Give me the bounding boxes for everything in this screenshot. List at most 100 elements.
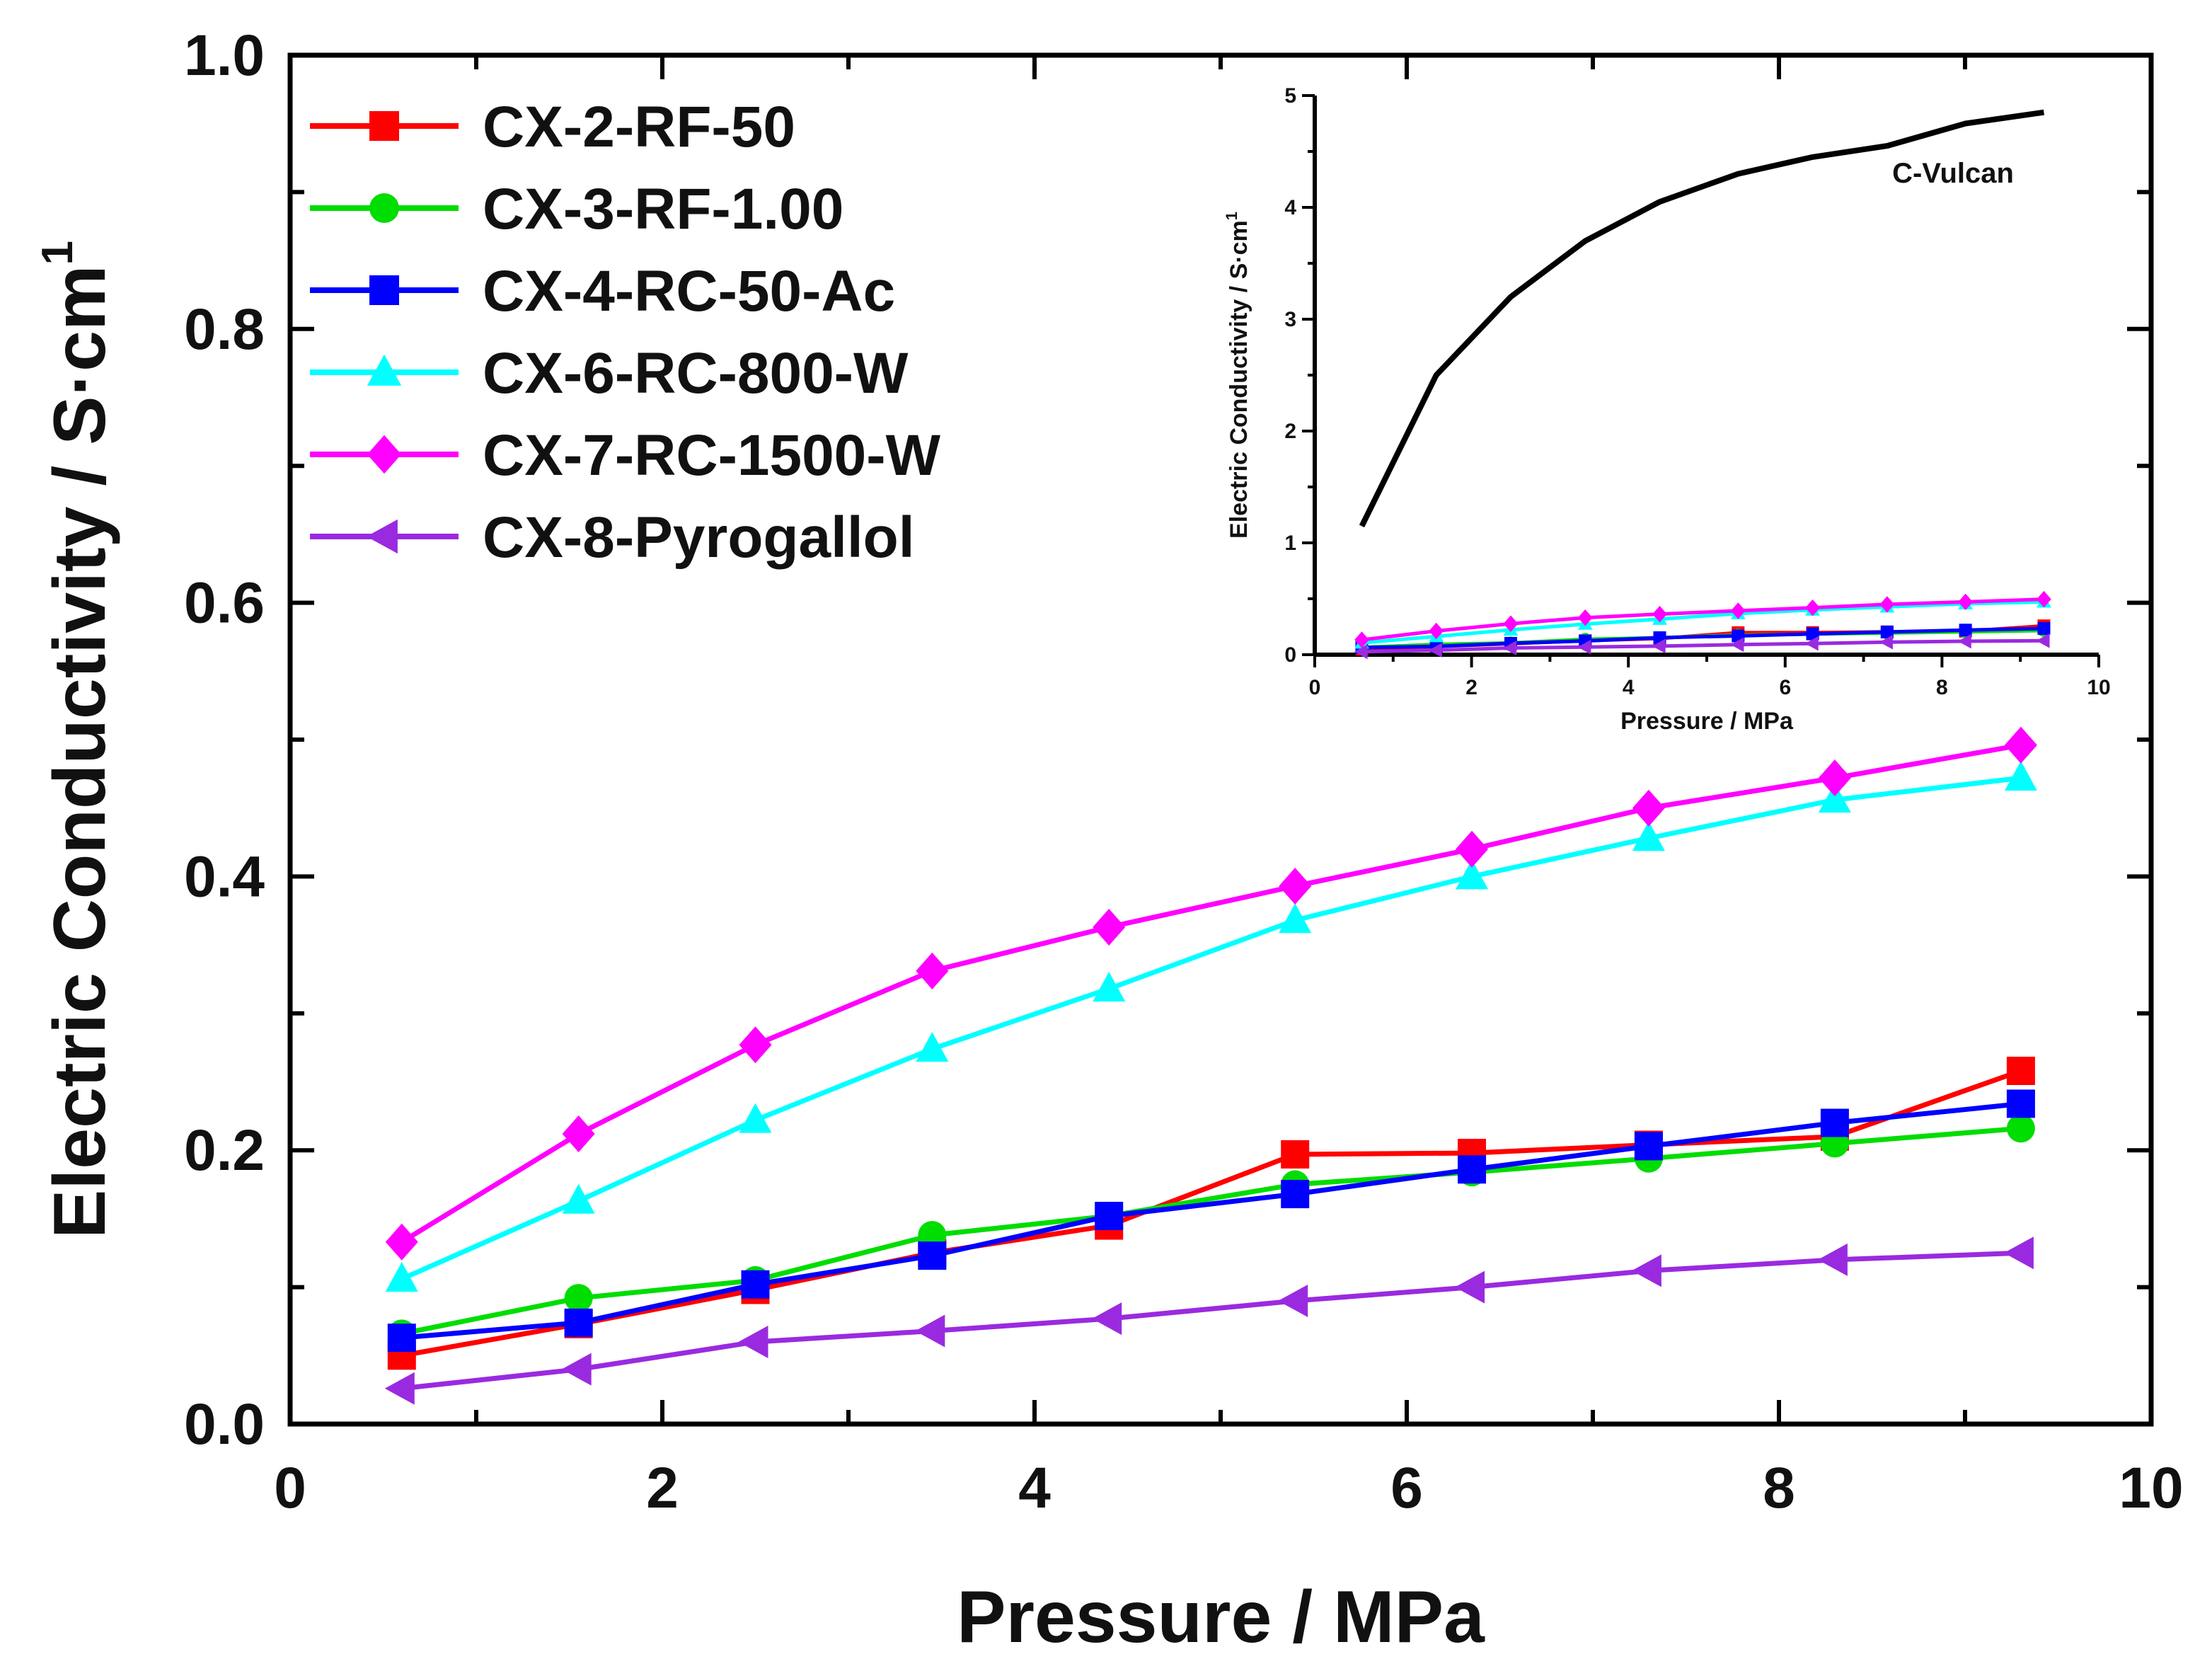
series-line bbox=[401, 1125, 2022, 1336]
legend-item: CX-2-RF-50 bbox=[310, 95, 795, 159]
inset-y-tick-label: 4 bbox=[1284, 196, 1296, 219]
data-point bbox=[385, 1223, 418, 1261]
inset-x-tick-label: 8 bbox=[1936, 676, 1948, 699]
inset-y-axis-label-superscript: 1 bbox=[1223, 212, 1240, 220]
data-point bbox=[387, 1324, 416, 1353]
inset-data-point bbox=[1428, 643, 1442, 658]
legend-label: CX-2-RF-50 bbox=[483, 95, 795, 159]
legend-swatch-marker bbox=[366, 519, 398, 554]
y-tick-label: 0.2 bbox=[184, 1118, 265, 1183]
legend-item: CX-4-RC-50-Ac bbox=[310, 259, 895, 323]
data-point bbox=[1634, 1132, 1663, 1161]
inset-plot-background bbox=[1315, 96, 2099, 655]
x-tick-label: 6 bbox=[1390, 1456, 1423, 1520]
legend-swatch-marker bbox=[369, 193, 399, 223]
data-point bbox=[2004, 761, 2037, 791]
data-point bbox=[1817, 1243, 1848, 1276]
legend-label: CX-3-RF-1.00 bbox=[483, 177, 843, 241]
inset-data-point bbox=[1805, 599, 1820, 616]
y-tick-label: 0.0 bbox=[184, 1392, 265, 1457]
inset-y-tick-label: 5 bbox=[1284, 84, 1296, 108]
inset-series-CX-7-RC-1500-W bbox=[1354, 590, 2051, 648]
inset-annotation: C-Vulcan bbox=[1892, 158, 2014, 189]
inset-x-tick-label: 0 bbox=[1309, 676, 1321, 699]
data-point bbox=[561, 1353, 592, 1386]
inset-data-point bbox=[1730, 602, 1746, 619]
inset-x-axis-label: Pressure / MPa bbox=[1620, 708, 1794, 735]
series-line bbox=[401, 1068, 2022, 1358]
inset-data-point bbox=[1354, 631, 1369, 648]
inset-x-tick-label: 10 bbox=[2087, 676, 2110, 699]
y-tick-label: 0.4 bbox=[184, 844, 265, 909]
data-point bbox=[738, 1325, 768, 1358]
inset-y-tick-label: 1 bbox=[1284, 532, 1296, 555]
data-point bbox=[1456, 859, 1489, 890]
data-point bbox=[2006, 1057, 2035, 1086]
data-point bbox=[2006, 1114, 2035, 1143]
inset-data-point bbox=[2037, 622, 2051, 636]
series-CX-6-RC-800-W bbox=[385, 761, 2037, 1292]
inset-chart: 0 2 4 6 8 10 0 1 2 3 4 5 C-Vulcan Pressure / MPa El… bbox=[1223, 84, 2111, 735]
inset-x-tick-label: 4 bbox=[1623, 676, 1635, 699]
series-line bbox=[400, 742, 2022, 1244]
inset-data-point bbox=[1577, 639, 1591, 655]
data-point bbox=[1632, 789, 1665, 827]
x-tick-label: 2 bbox=[646, 1456, 679, 1520]
inset-data-point bbox=[1577, 609, 1593, 626]
y-axis-label-text: Electric Conductivity / S·cm bbox=[39, 265, 121, 1239]
data-point bbox=[1281, 1140, 1310, 1169]
data-point bbox=[739, 1026, 772, 1064]
data-point bbox=[1818, 783, 1851, 813]
inset-data-point bbox=[2037, 590, 2051, 608]
legend-label: CX-7-RC-1500-W bbox=[483, 423, 941, 488]
legend-item: CX-7-RC-1500-W bbox=[310, 423, 941, 488]
data-point bbox=[1278, 1284, 1308, 1317]
data-point bbox=[562, 1115, 595, 1152]
data-point bbox=[564, 1308, 593, 1337]
legend-swatch-marker bbox=[367, 435, 402, 474]
inset-data-point bbox=[1880, 625, 1894, 638]
data-point bbox=[916, 952, 949, 989]
inset-data-point bbox=[1957, 633, 1971, 649]
series-line bbox=[401, 1250, 2022, 1391]
x-tick-label: 0 bbox=[274, 1456, 306, 1520]
data-point bbox=[739, 1103, 772, 1133]
series-CX-7-RC-1500-W bbox=[385, 726, 2037, 1261]
series-CX-8-Pyrogallol bbox=[384, 1236, 2034, 1405]
data-point bbox=[1820, 1108, 1849, 1137]
inset-series-line bbox=[1361, 638, 2044, 654]
data-point bbox=[1455, 1270, 1485, 1304]
inset-series-line bbox=[1361, 599, 2044, 645]
data-point bbox=[384, 1372, 415, 1405]
inset-data-point bbox=[2036, 633, 2050, 648]
data-point bbox=[562, 1183, 595, 1214]
legend-item: CX-3-RF-1.00 bbox=[310, 177, 843, 241]
legend: CX-2-RF-50 CX-3-RF-1.00 CX-4-RC-50-Ac CX-6-… bbox=[310, 95, 941, 570]
inset-data-point bbox=[1959, 624, 1972, 637]
data-point bbox=[1458, 1155, 1487, 1184]
inset-data-point bbox=[1652, 605, 1667, 623]
legend-swatch-marker bbox=[367, 354, 402, 386]
data-point bbox=[1093, 971, 1126, 1001]
inset-data-point bbox=[1806, 627, 1819, 641]
x-tick-label: 10 bbox=[2119, 1456, 2183, 1520]
inset-data-point bbox=[1652, 638, 1666, 654]
series-line bbox=[401, 775, 2022, 1282]
data-point bbox=[385, 1261, 418, 1292]
x-tick-label: 4 bbox=[1018, 1456, 1051, 1520]
inset-y-axis-label-text: Electric Conductivity / S·cm bbox=[1226, 220, 1252, 539]
data-point bbox=[564, 1284, 593, 1313]
inset-data-point bbox=[1879, 634, 1893, 650]
inset-data-point bbox=[1429, 622, 1444, 640]
inset-data-point bbox=[1730, 637, 1744, 653]
data-point bbox=[2004, 726, 2037, 764]
legend-swatch-marker bbox=[369, 275, 399, 305]
y-axis-label-superscript: 1 bbox=[33, 241, 82, 265]
series-line bbox=[401, 1101, 2022, 1341]
inset-data-point bbox=[1804, 636, 1819, 651]
data-point bbox=[916, 1032, 949, 1062]
legend-swatch-marker bbox=[369, 111, 399, 141]
inset-data-point bbox=[1354, 644, 1368, 660]
legend-label: CX-6-RC-800-W bbox=[483, 341, 909, 406]
